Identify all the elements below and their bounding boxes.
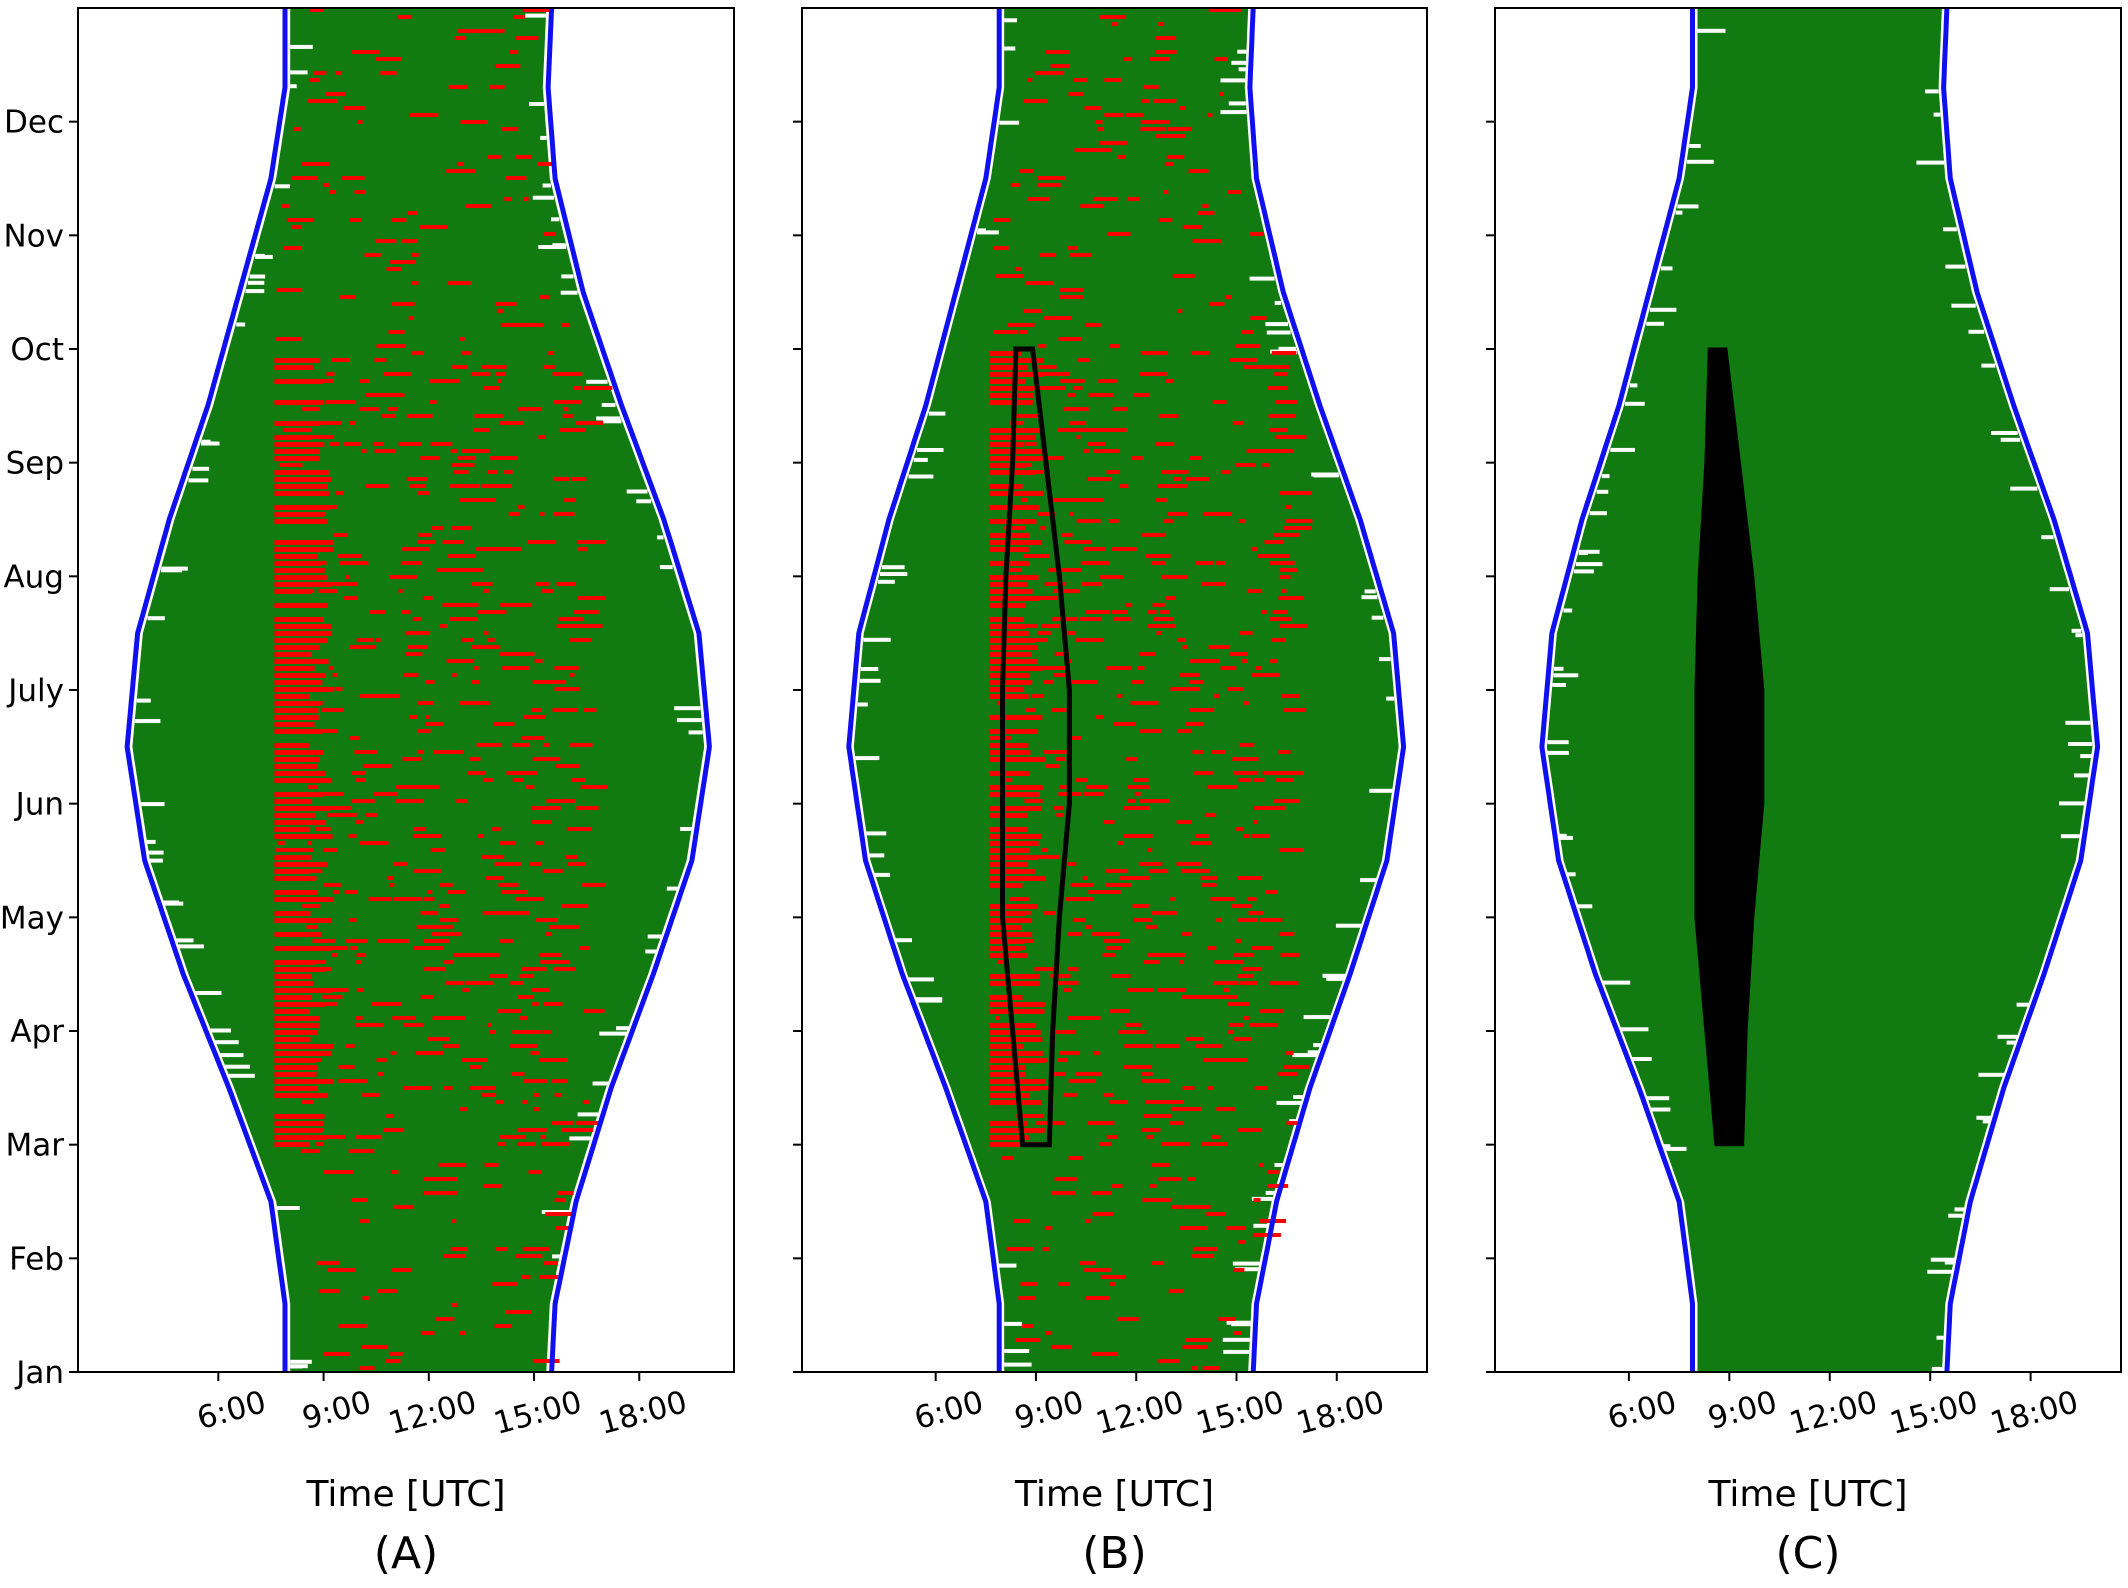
y-tick-label: Aug xyxy=(3,559,64,595)
y-tick-label: Feb xyxy=(9,1241,64,1277)
envelope-gaps xyxy=(1547,28,2093,1371)
x-tick-label: 12:00 xyxy=(1786,1384,1882,1442)
plot-area xyxy=(124,8,712,1372)
x-tick-label: 6:00 xyxy=(1604,1384,1681,1437)
panel-label: (A) xyxy=(374,1528,438,1579)
x-axis-label: Time [UTC] xyxy=(305,1474,505,1515)
x-tick-label: 18:00 xyxy=(1987,1384,2083,1442)
y-tick-label: Oct xyxy=(10,332,64,368)
envelope-gaps xyxy=(134,13,703,1369)
daylight-samples-area xyxy=(1546,8,2093,1372)
x-tick-label: 15:00 xyxy=(1192,1384,1288,1442)
sunrise-curve xyxy=(1539,8,1695,1372)
x-tick-label: 12:00 xyxy=(385,1384,481,1442)
x-tick-label: 6:00 xyxy=(911,1384,988,1437)
x-tick-label: 9:00 xyxy=(1011,1384,1088,1437)
region-outline xyxy=(1000,346,1072,1148)
x-tick-label: 9:00 xyxy=(1704,1384,1781,1437)
x-axis-label: Time [UTC] xyxy=(1707,1474,1907,1515)
y-tick-label: May xyxy=(0,900,64,936)
y-tick-label: Sep xyxy=(6,446,64,482)
sunrise-curve xyxy=(124,8,288,1372)
y-tick-label: Jan xyxy=(14,1355,64,1391)
panel-b: 6:00 9:00 12:00 15:00 18:00 Time [UTC] (B) xyxy=(793,7,1428,1579)
x-tick-label: 15:00 xyxy=(1886,1384,1982,1442)
x-tick-label: 18:00 xyxy=(595,1384,691,1442)
region-fill xyxy=(1694,347,1765,1147)
sunrise-curve xyxy=(846,8,1002,1372)
plot-area xyxy=(846,8,1407,1372)
y-tick-label: Mar xyxy=(6,1128,65,1164)
sunset-curve xyxy=(1247,8,1407,1372)
y-tick-label: Jun xyxy=(14,787,64,823)
x-tick-label: 12:00 xyxy=(1092,1384,1188,1442)
y-tick-label: Dec xyxy=(4,105,64,141)
panel-label: (C) xyxy=(1775,1528,1840,1579)
panel-c: 6:00 9:00 12:00 15:00 18:00 Time [UTC] (C) xyxy=(1486,7,2122,1579)
y-tick-label: Apr xyxy=(10,1014,64,1050)
x-tick-label: 9:00 xyxy=(299,1384,376,1437)
x-tick-label: 15:00 xyxy=(490,1384,586,1442)
sunset-curve xyxy=(1941,8,2101,1372)
panel-a: Jan Feb Mar Apr May Jun July Aug Sep Oct Nov Dec 6:0… xyxy=(0,7,735,1579)
envelope-gaps xyxy=(855,18,1395,1367)
x-tick-label: 18:00 xyxy=(1293,1384,1389,1442)
x-tick-label: 6:00 xyxy=(193,1384,270,1437)
flagged-samples xyxy=(274,8,613,1370)
plot-area xyxy=(1539,8,2101,1372)
y-tick-label: July xyxy=(6,673,64,709)
sunset-curve xyxy=(545,8,712,1372)
daylight-samples-area xyxy=(132,8,705,1372)
panel-label: (B) xyxy=(1082,1528,1147,1579)
y-tick-label: Nov xyxy=(3,218,64,254)
daylight-samples-area xyxy=(853,8,1399,1372)
x-axis-label: Time [UTC] xyxy=(1014,1474,1214,1515)
